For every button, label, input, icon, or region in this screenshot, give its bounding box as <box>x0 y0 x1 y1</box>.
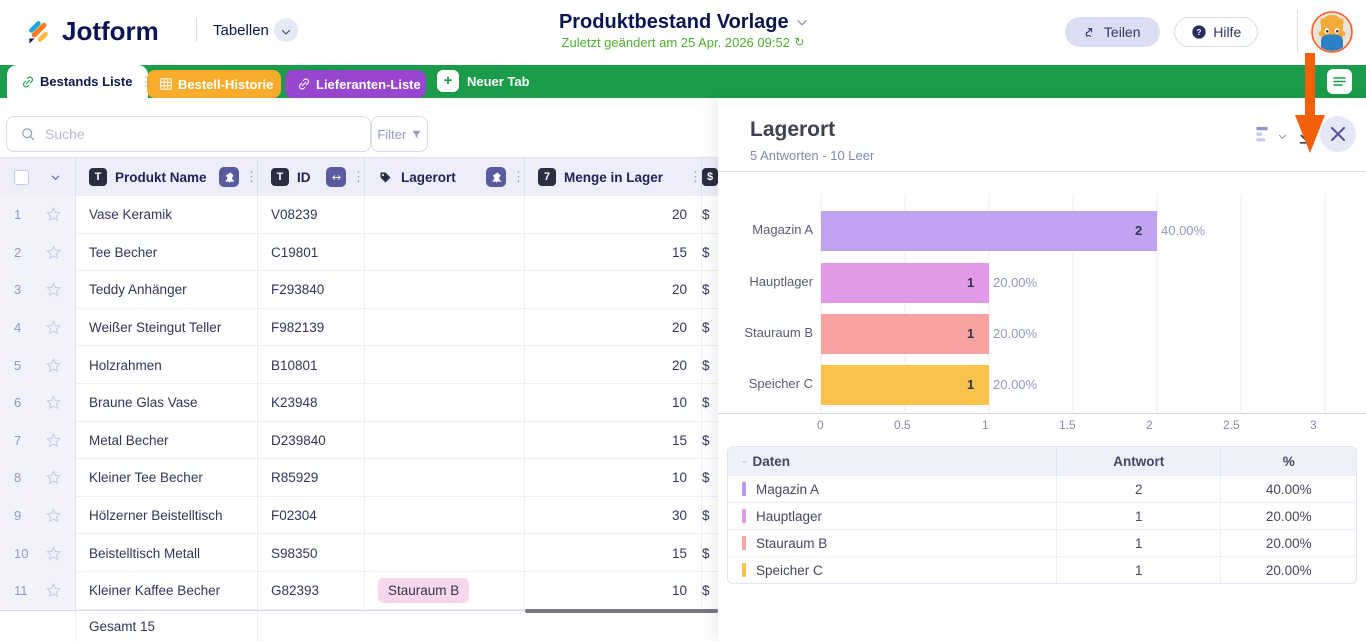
svg-text:?: ? <box>1196 28 1201 37</box>
